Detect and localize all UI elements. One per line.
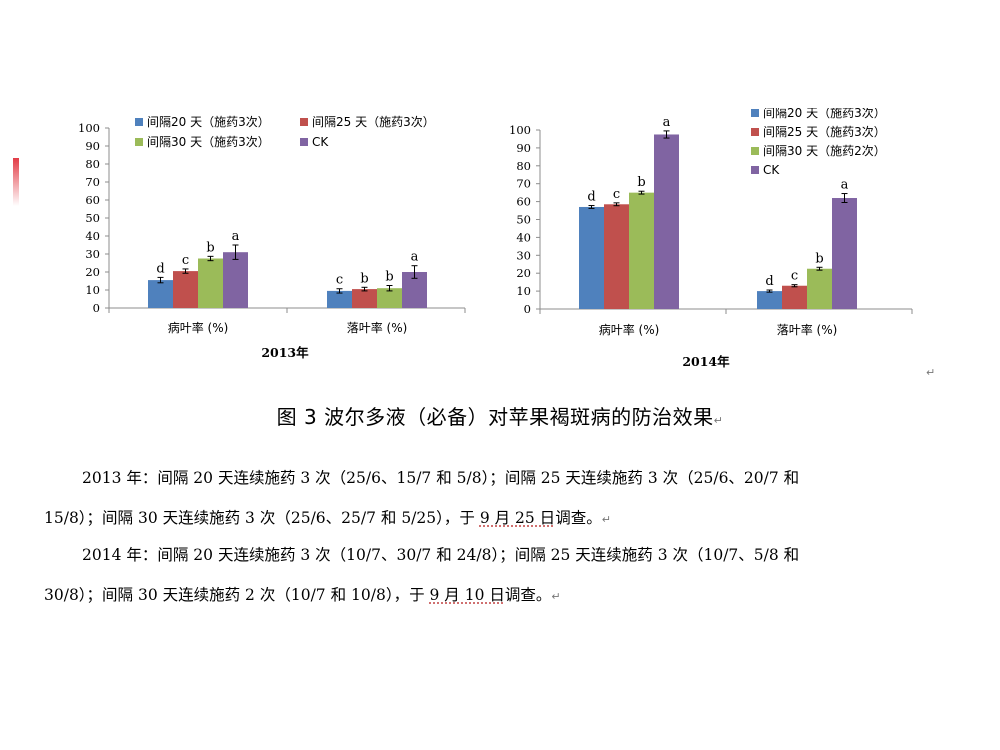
legend-swatch <box>135 118 143 126</box>
text-span: 15/8）；间隔 30 天连续施药 3 次（25/6、25/7 和 5/25），… <box>44 509 480 527</box>
legend-swatch <box>300 138 308 146</box>
bar <box>198 258 223 308</box>
y-tick-label: 90 <box>516 141 531 155</box>
significance-label: c <box>791 269 798 284</box>
paragraph-line: 2014 年：间隔 20 天连续施药 3 次（10/7、30/7 和 24/8）… <box>82 546 800 564</box>
bar <box>148 280 173 308</box>
y-tick-label: 20 <box>85 265 100 279</box>
paragraph-mark: ↵ <box>551 590 561 603</box>
legend-label: 间隔25 天（施药3次） <box>312 115 435 129</box>
significance-label: c <box>336 273 343 288</box>
significance-label: b <box>637 175 645 190</box>
text-span: 调查。 <box>555 509 602 527</box>
y-tick-label: 0 <box>524 302 531 316</box>
paragraph-line: 2013 年：间隔 20 天连续施药 3 次（25/6、15/7 和 5/8）；… <box>82 469 800 487</box>
y-tick-label: 60 <box>516 195 531 209</box>
y-tick-label: 40 <box>516 230 531 244</box>
bar <box>629 192 654 309</box>
bar <box>757 291 782 309</box>
margin-marker <box>13 158 19 206</box>
bar <box>807 268 832 309</box>
legend-label: 间隔30 天（施药2次） <box>763 144 886 158</box>
y-tick-label: 100 <box>509 123 531 137</box>
significance-label: b <box>206 240 214 255</box>
bar <box>352 289 377 308</box>
bar <box>173 271 198 308</box>
bar <box>327 290 352 308</box>
chart-2013: 0 10 20 30 40 50 60 70 80 90 100 d c c b b b a a 病叶率 (%) 落叶率… <box>78 115 466 360</box>
significance-label: c <box>613 187 620 202</box>
legend-swatch <box>300 118 308 126</box>
figure-caption: 图 3 波尔多液（必备）对苹果褐斑病的防治效果↵ <box>0 401 1000 430</box>
paragraph-2014: 2014 年：间隔 20 天连续施药 3 次（10/7、30/7 和 24/8）… <box>44 535 930 617</box>
bar <box>223 252 248 308</box>
legend-swatch <box>751 166 759 174</box>
survey-date: 9 月 10 日 <box>429 586 505 604</box>
y-tick-label: 40 <box>85 229 100 243</box>
y-tick-label: 80 <box>85 157 100 171</box>
y-tick-label: 50 <box>516 213 531 227</box>
paragraph-mark: ↵ <box>713 414 724 427</box>
y-tick-label: 80 <box>516 159 531 173</box>
bar <box>579 206 604 309</box>
significance-label: a <box>663 115 671 130</box>
caption-text: 图 3 波尔多液（必备）对苹果褐斑病的防治效果 <box>276 405 714 429</box>
y-tick-label: 60 <box>85 193 100 207</box>
legend-label: CK <box>763 163 780 177</box>
significance-label: a <box>841 178 849 193</box>
significance-label: d <box>587 190 595 205</box>
bar <box>654 134 679 309</box>
legend-swatch <box>751 128 759 136</box>
legend-label: 间隔30 天（施药3次） <box>147 135 270 149</box>
x-category-label: 落叶率 (%) <box>777 322 838 337</box>
y-tick-label: 0 <box>93 301 100 315</box>
y-tick-label: 30 <box>85 247 100 261</box>
legend-swatch <box>135 138 143 146</box>
text-span: 调查。 <box>504 586 552 604</box>
x-category-label: 病叶率 (%) <box>168 320 229 335</box>
bar <box>782 285 807 309</box>
x-category-label: 病叶率 (%) <box>599 322 660 337</box>
paragraph-line: 30/8）；间隔 30 天连续施药 2 次（10/7 和 10/8），于 9 月… <box>44 575 930 617</box>
y-tick-label: 10 <box>516 284 531 298</box>
significance-label: b <box>360 271 368 286</box>
significance-label: a <box>411 250 419 265</box>
bar <box>377 288 402 308</box>
significance-label: c <box>182 253 189 268</box>
bar <box>604 204 629 309</box>
legend-label: 间隔20 天（施药3次） <box>763 108 886 120</box>
chart-title: 2013年 <box>261 345 309 360</box>
paragraph-line: 15/8）；间隔 30 天连续施药 3 次（25/6、25/7 和 5/25），… <box>44 498 930 540</box>
y-tick-label: 70 <box>516 177 531 191</box>
paragraph-mark: ↵ <box>926 366 936 379</box>
significance-label: b <box>385 270 393 285</box>
x-category-label: 落叶率 (%) <box>347 320 408 335</box>
y-tick-label: 90 <box>85 139 100 153</box>
significance-label: a <box>232 229 240 244</box>
legend-swatch <box>751 109 759 117</box>
legend-label: 间隔20 天（施药3次） <box>147 115 270 129</box>
significance-label: b <box>815 251 823 266</box>
paragraph-2013: 2013 年：间隔 20 天连续施药 3 次（25/6、15/7 和 5/8）；… <box>44 458 930 540</box>
y-tick-label: 10 <box>85 283 100 297</box>
legend-label: 间隔25 天（施药3次） <box>763 125 886 139</box>
paragraph-mark: ↵ <box>601 513 611 526</box>
y-tick-label: 70 <box>85 175 100 189</box>
chart-title: 2014年 <box>682 354 730 369</box>
chart-2014: 0 10 20 30 40 50 60 70 80 90 100 d d c c b b a a 病叶率 (%) 落叶率… <box>509 108 913 369</box>
y-tick-label: 100 <box>78 121 100 135</box>
bar <box>832 198 857 309</box>
y-tick-label: 30 <box>516 248 531 262</box>
significance-label: d <box>765 274 773 289</box>
y-tick-label: 20 <box>516 266 531 280</box>
legend-swatch <box>751 147 759 155</box>
y-tick-label: 50 <box>85 211 100 225</box>
survey-date: 9 月 25 日 <box>479 509 556 527</box>
significance-label: d <box>156 261 164 276</box>
text-span: 30/8）；间隔 30 天连续施药 2 次（10/7 和 10/8），于 <box>44 586 430 604</box>
legend-label: CK <box>312 135 329 149</box>
